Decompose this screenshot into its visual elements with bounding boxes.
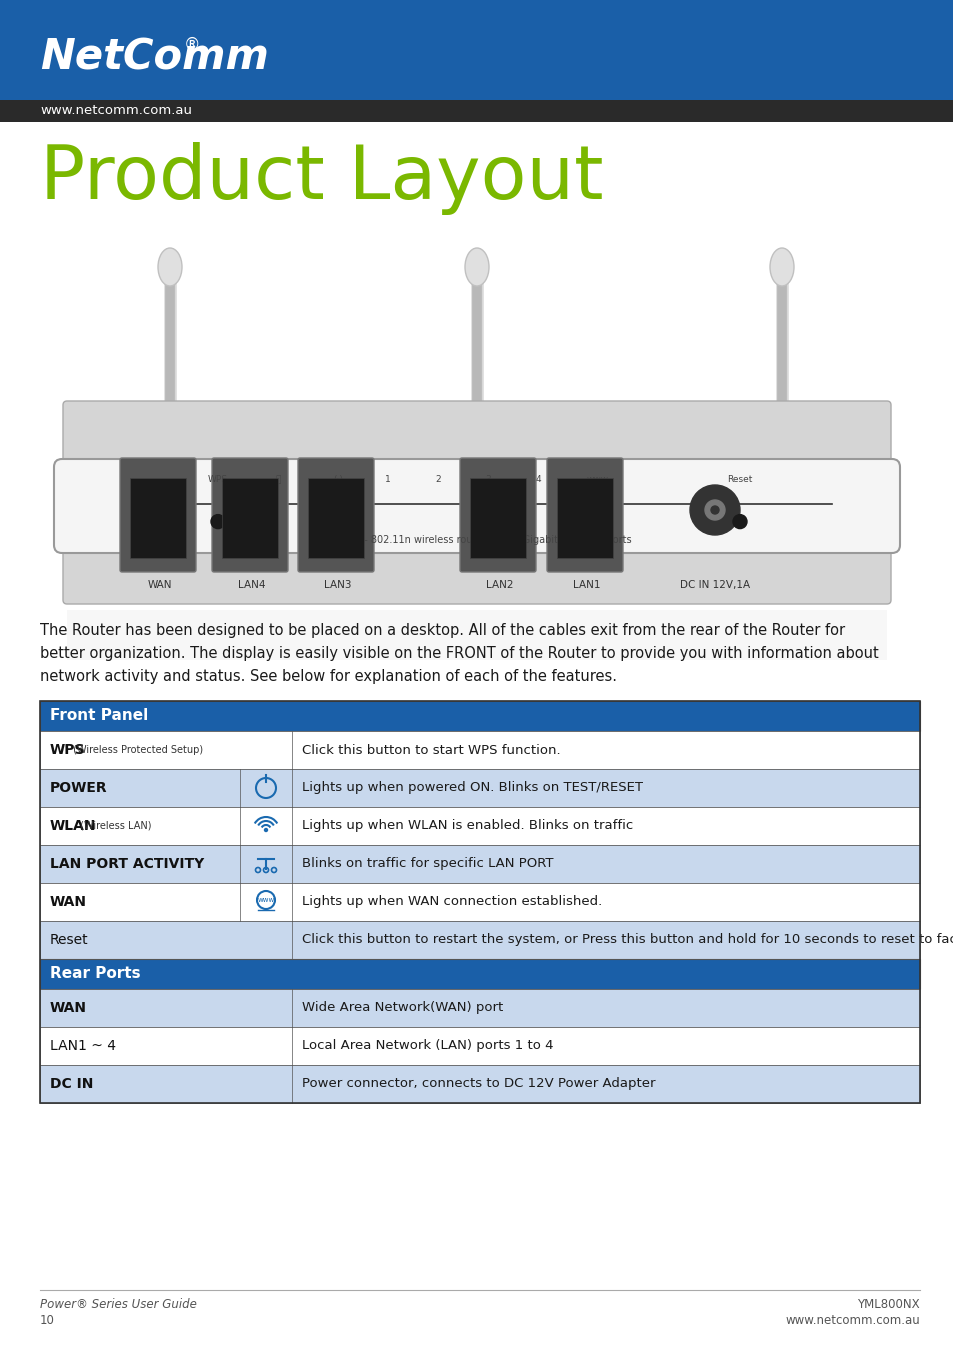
Text: 10: 10 xyxy=(40,1314,55,1327)
Text: 3: 3 xyxy=(485,475,491,485)
Text: DC IN: DC IN xyxy=(50,1077,93,1091)
FancyBboxPatch shape xyxy=(297,458,374,572)
Text: www: www xyxy=(586,475,608,485)
Text: LAN3: LAN3 xyxy=(324,580,352,590)
Bar xyxy=(40,807,919,845)
Circle shape xyxy=(689,485,740,535)
Circle shape xyxy=(704,500,724,520)
Circle shape xyxy=(264,829,267,832)
Text: www.netcomm.com.au: www.netcomm.com.au xyxy=(784,1314,919,1327)
FancyBboxPatch shape xyxy=(54,459,899,554)
Text: WPS: WPS xyxy=(50,743,86,757)
Bar xyxy=(40,1027,919,1065)
Bar xyxy=(0,227,953,605)
Text: WAN: WAN xyxy=(50,895,87,909)
Bar xyxy=(130,478,186,558)
Text: Front Panel: Front Panel xyxy=(50,709,148,724)
Text: www: www xyxy=(257,896,274,903)
Text: www.netcomm.com.au: www.netcomm.com.au xyxy=(40,104,192,117)
Text: Product Layout: Product Layout xyxy=(40,142,603,215)
Text: Power connector, connects to DC 12V Power Adapter: Power connector, connects to DC 12V Powe… xyxy=(302,1077,655,1091)
Text: Reset: Reset xyxy=(726,475,752,485)
Text: YML800NX: YML800NX xyxy=(857,1297,919,1311)
Text: DC IN 12V,1A: DC IN 12V,1A xyxy=(679,580,749,590)
Bar xyxy=(40,730,919,769)
Circle shape xyxy=(211,514,225,529)
Text: Power® Series User Guide: Power® Series User Guide xyxy=(40,1297,196,1311)
Bar xyxy=(40,701,919,1103)
Bar xyxy=(40,921,919,958)
Bar xyxy=(40,769,919,807)
Text: LAN4: LAN4 xyxy=(238,580,266,590)
Ellipse shape xyxy=(769,248,793,286)
Bar xyxy=(40,1065,919,1103)
Text: Blinks on traffic for specific LAN PORT: Blinks on traffic for specific LAN PORT xyxy=(302,857,553,871)
Text: Reset: Reset xyxy=(50,933,89,946)
Text: POWER: POWER xyxy=(50,782,108,795)
Text: NP802n - 802.11n wireless router with 4 Gigabit Ethernet ports: NP802n - 802.11n wireless router with 4 … xyxy=(322,535,631,545)
Bar xyxy=(67,610,886,660)
Bar xyxy=(470,478,525,558)
Bar xyxy=(222,478,277,558)
Text: ⏻: ⏻ xyxy=(275,475,280,485)
Ellipse shape xyxy=(464,248,489,286)
FancyBboxPatch shape xyxy=(63,401,890,603)
Bar xyxy=(557,478,613,558)
Bar xyxy=(40,958,919,990)
Text: LAN PORT ACTIVITY: LAN PORT ACTIVITY xyxy=(50,857,204,871)
Text: WAN: WAN xyxy=(148,580,172,590)
Text: 1: 1 xyxy=(385,475,391,485)
Bar xyxy=(40,883,919,921)
Bar xyxy=(308,478,364,558)
Text: (Wireless LAN): (Wireless LAN) xyxy=(77,821,152,832)
FancyBboxPatch shape xyxy=(212,458,288,572)
Text: 2: 2 xyxy=(435,475,440,485)
Text: Rear Ports: Rear Ports xyxy=(50,967,140,981)
Bar xyxy=(40,701,919,730)
FancyBboxPatch shape xyxy=(459,458,536,572)
Text: Click this button to restart the system, or Press this button and hold for 10 se: Click this button to restart the system,… xyxy=(302,933,953,946)
Text: Lights up when powered ON. Blinks on TEST/RESET: Lights up when powered ON. Blinks on TES… xyxy=(302,782,642,795)
Text: Lights up when WAN connection established.: Lights up when WAN connection establishe… xyxy=(302,895,601,909)
Text: LAN1 ~ 4: LAN1 ~ 4 xyxy=(50,1040,116,1053)
FancyBboxPatch shape xyxy=(546,458,622,572)
Ellipse shape xyxy=(158,248,182,286)
Text: LAN1: LAN1 xyxy=(573,580,600,590)
Bar xyxy=(40,990,919,1027)
Text: NetComm: NetComm xyxy=(40,36,269,80)
Text: LAN2: LAN2 xyxy=(486,580,514,590)
Text: Click this button to start WPS function.: Click this button to start WPS function. xyxy=(302,744,560,756)
FancyBboxPatch shape xyxy=(120,458,195,572)
Circle shape xyxy=(710,506,719,514)
Circle shape xyxy=(732,514,746,529)
Text: (Wireless Protected Setup): (Wireless Protected Setup) xyxy=(71,745,203,755)
Text: The Router has been designed to be placed on a desktop. All of the cables exit f: The Router has been designed to be place… xyxy=(40,622,878,683)
Text: WAN: WAN xyxy=(50,1000,87,1015)
Text: Local Area Network (LAN) ports 1 to 4: Local Area Network (LAN) ports 1 to 4 xyxy=(302,1040,553,1053)
Text: Lights up when WLAN is enabled. Blinks on traffic: Lights up when WLAN is enabled. Blinks o… xyxy=(302,819,633,833)
Text: WLAN: WLAN xyxy=(50,819,96,833)
Bar xyxy=(0,100,953,122)
Bar xyxy=(40,845,919,883)
Bar xyxy=(0,0,953,100)
Text: Wide Area Network(WAN) port: Wide Area Network(WAN) port xyxy=(302,1002,503,1014)
Text: ®: ® xyxy=(184,36,200,54)
Text: (·): (·) xyxy=(333,475,342,485)
Text: WPS: WPS xyxy=(208,475,228,485)
Text: 4: 4 xyxy=(535,475,540,485)
